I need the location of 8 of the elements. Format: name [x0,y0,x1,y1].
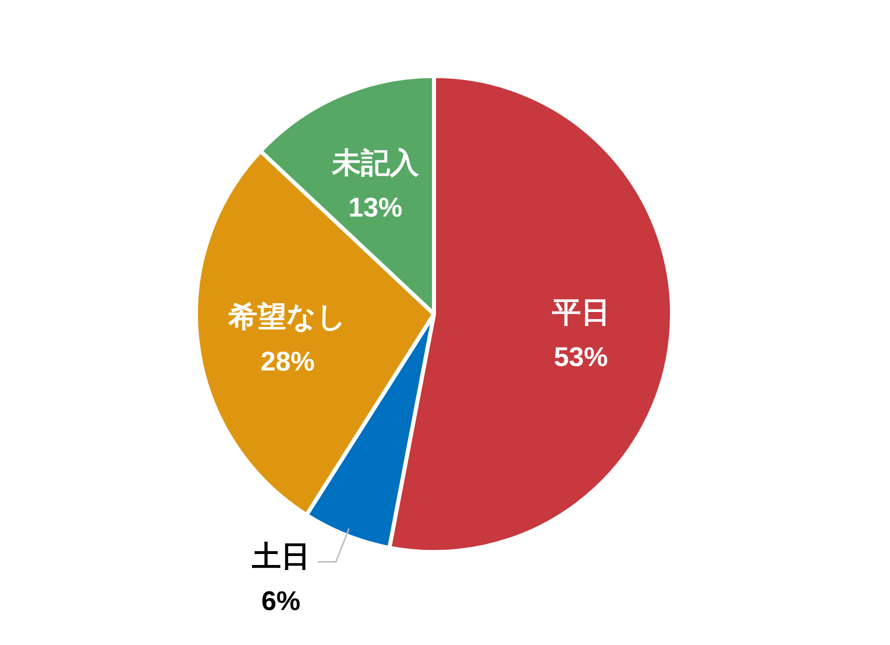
data-label: 28% [260,346,315,376]
data-label: 53% [554,342,608,372]
slice-label: 希望なし [228,300,347,334]
slice-label: 未記入 [330,148,420,180]
data-label: 6% [261,586,300,616]
slice-label: 土日 [250,540,310,573]
slice-label: 平日 [550,296,610,329]
data-label: 13% [348,192,402,223]
